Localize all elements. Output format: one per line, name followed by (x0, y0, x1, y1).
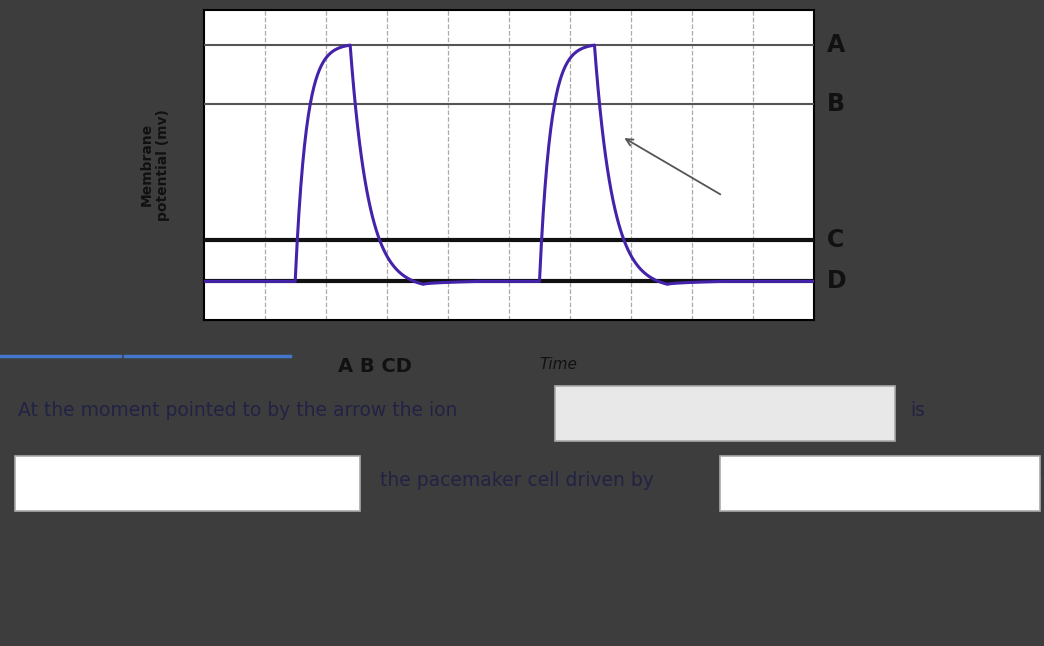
Text: the pacemaker cell driven by: the pacemaker cell driven by (380, 472, 654, 490)
Text: C: C (827, 228, 844, 252)
Text: ❯: ❯ (340, 475, 355, 487)
Text: A: A (827, 33, 845, 57)
Text: B: B (827, 92, 845, 116)
Text: [ Select ]: [ Select ] (570, 402, 645, 420)
Text: Time: Time (540, 357, 577, 372)
Text: At the moment pointed to by the arrow the ion: At the moment pointed to by the arrow th… (18, 402, 457, 421)
Text: is: is (910, 402, 925, 421)
FancyBboxPatch shape (15, 456, 360, 511)
Text: ❯: ❯ (875, 404, 889, 417)
Text: [ Select ]: [ Select ] (28, 472, 102, 490)
Text: [ Select ]: [ Select ] (734, 472, 809, 490)
FancyBboxPatch shape (555, 386, 895, 441)
Text: A B CD: A B CD (338, 357, 411, 376)
FancyBboxPatch shape (720, 456, 1040, 511)
Text: D: D (827, 269, 846, 293)
Text: Membrane
potential (mv): Membrane potential (mv) (140, 109, 170, 221)
FancyBboxPatch shape (0, 323, 1044, 351)
Text: ❯: ❯ (1024, 475, 1039, 487)
